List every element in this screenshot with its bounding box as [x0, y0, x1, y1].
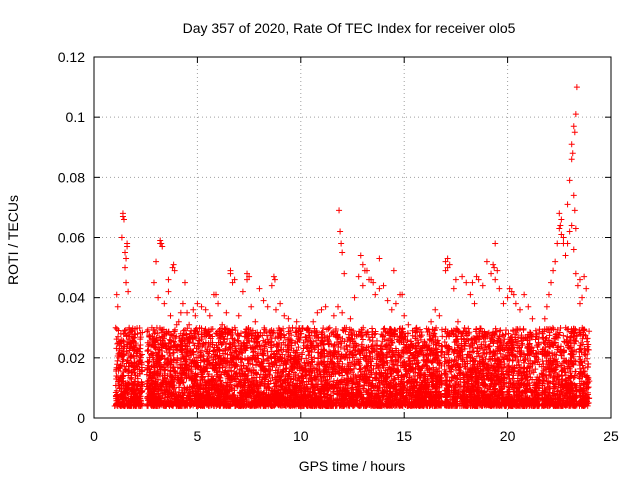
data-point [369, 325, 376, 332]
data-point [335, 344, 342, 351]
data-point [325, 325, 332, 332]
chart-title: Day 357 of 2020, Rate Of TEC Index for r… [183, 20, 516, 36]
data-point [154, 330, 161, 337]
data-point [114, 357, 121, 364]
data-point [115, 327, 122, 334]
data-point [144, 347, 151, 354]
data-point [381, 325, 388, 332]
data-point [275, 347, 282, 354]
data-point [125, 336, 132, 343]
data-point [320, 325, 327, 332]
data-point [356, 366, 363, 373]
data-point [113, 325, 120, 332]
data-point [359, 336, 366, 343]
data-point [222, 340, 229, 347]
data-points [111, 84, 593, 409]
